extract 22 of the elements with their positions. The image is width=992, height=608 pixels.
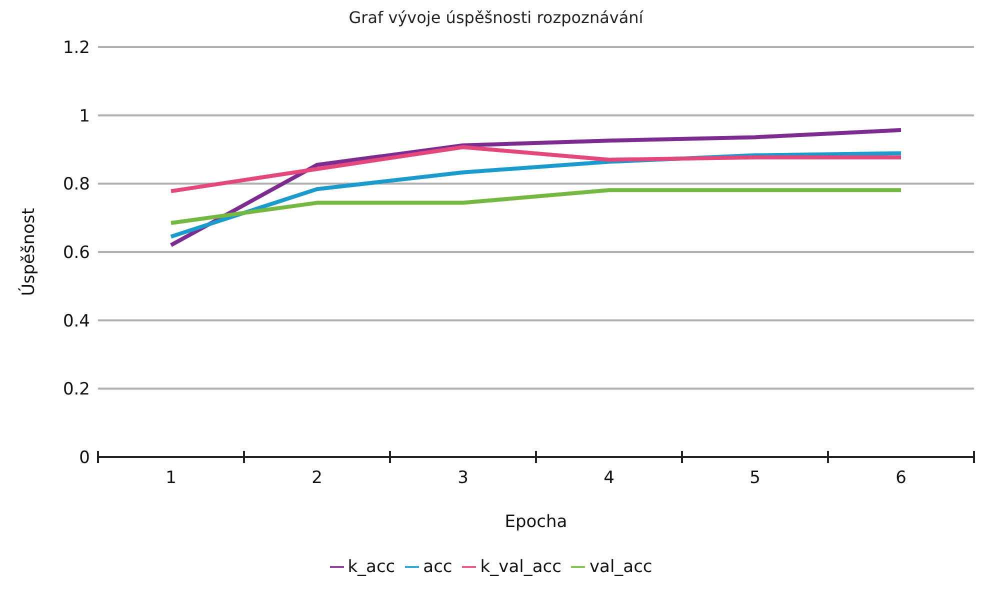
x-tick-label: 2 (312, 468, 322, 488)
legend-label: val_acc (589, 557, 652, 577)
x-axis-title: Epocha (504, 512, 568, 532)
y-tick-label: 0.4 (62, 311, 90, 332)
legend-label: acc (423, 557, 452, 577)
chart-title: Graf vývoje úspěšnosti rozpoznávání (348, 8, 644, 27)
x-tick-label: 6 (896, 468, 906, 488)
y-tick-label: 0.8 (62, 174, 90, 195)
legend-label: k_val_acc (480, 557, 562, 577)
x-tick-label: 1 (166, 468, 176, 488)
x-tick-label: 5 (750, 468, 760, 488)
x-tick-label: 3 (458, 468, 468, 488)
x-tick-label: 4 (604, 468, 614, 488)
y-tick-label: 1 (79, 106, 90, 126)
y-tick-label: 0 (79, 448, 90, 468)
y-tick-label: 0.2 (62, 380, 90, 400)
y-axis-title: Úspěšnost (18, 208, 40, 296)
y-tick-label: 0.6 (62, 243, 90, 264)
y-tick-label: 1.2 (62, 38, 90, 58)
line-series (169, 145, 903, 194)
legend-label: k_acc (348, 557, 396, 577)
line-series (169, 128, 903, 248)
